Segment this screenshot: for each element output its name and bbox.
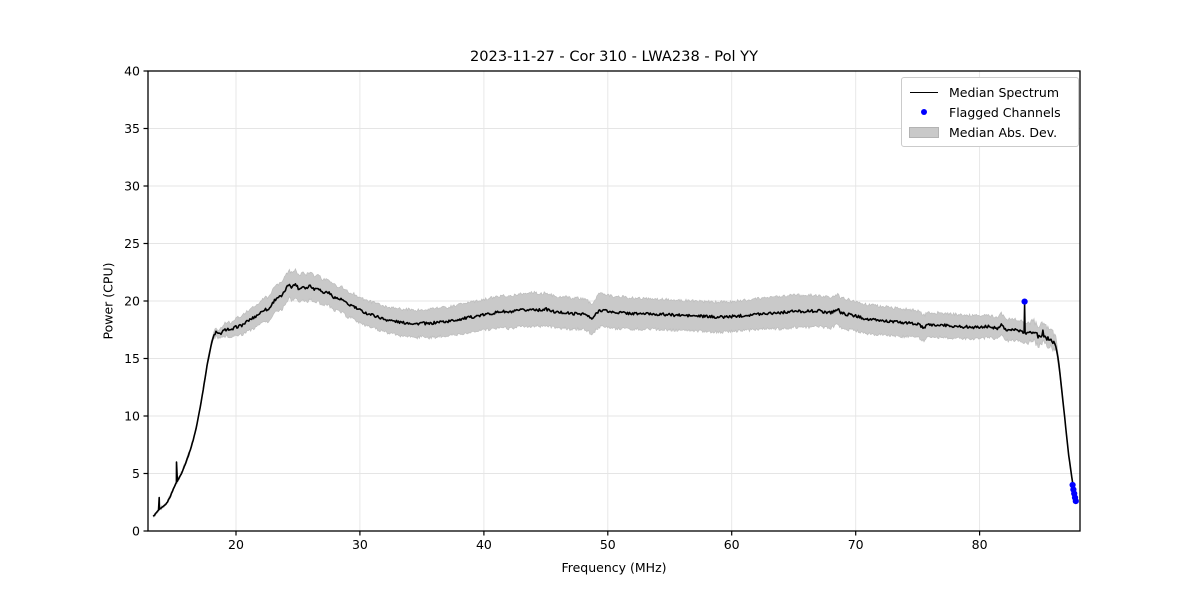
x-tick-label: 50 bbox=[600, 537, 616, 552]
y-tick-label: 35 bbox=[124, 121, 140, 136]
median-spectrum-line-icon bbox=[909, 91, 939, 93]
x-tick-label: 80 bbox=[972, 537, 988, 552]
y-tick-label: 20 bbox=[124, 293, 140, 308]
y-tick-label: 30 bbox=[124, 178, 140, 193]
x-tick-label: 60 bbox=[724, 537, 740, 552]
legend-item-mad: Median Abs. Dev. bbox=[909, 122, 1072, 142]
y-axis-label: Power (CPU) bbox=[100, 262, 116, 340]
legend-item-flagged-channels: Flagged Channels bbox=[909, 102, 1072, 122]
x-tick-label: 20 bbox=[228, 537, 244, 552]
legend-label-flagged-channels: Flagged Channels bbox=[949, 104, 1061, 120]
flagged-channel-dot bbox=[1021, 298, 1028, 305]
legend-label-median-spectrum: Median Spectrum bbox=[949, 84, 1060, 100]
x-tick-label: 40 bbox=[476, 537, 492, 552]
mad-band-patch-icon bbox=[909, 126, 939, 138]
y-tick-label: 5 bbox=[132, 466, 140, 481]
y-tick-label: 10 bbox=[124, 408, 140, 423]
y-tick-label: 15 bbox=[124, 351, 140, 366]
legend-item-median-spectrum: Median Spectrum bbox=[909, 82, 1072, 102]
y-tick-label: 25 bbox=[124, 236, 140, 251]
x-axis-label: Frequency (MHz) bbox=[561, 560, 667, 575]
legend-label-mad: Median Abs. Dev. bbox=[949, 124, 1058, 140]
x-tick-label: 70 bbox=[848, 537, 864, 552]
flagged-channel-dot bbox=[1069, 481, 1076, 489]
x-tick-label: 30 bbox=[352, 537, 368, 552]
median-spectrum-line bbox=[152, 283, 1077, 517]
flagged-channels-dot-icon bbox=[909, 109, 939, 115]
flagged-channel-dot bbox=[1072, 498, 1079, 505]
y-tick-label: 40 bbox=[124, 63, 140, 78]
y-tick-label: 0 bbox=[132, 523, 140, 538]
chart-title: 2023-11-27 - Cor 310 - LWA238 - Pol YY bbox=[469, 48, 759, 65]
legend: Median Spectrum Flagged Channels Median … bbox=[901, 77, 1079, 147]
